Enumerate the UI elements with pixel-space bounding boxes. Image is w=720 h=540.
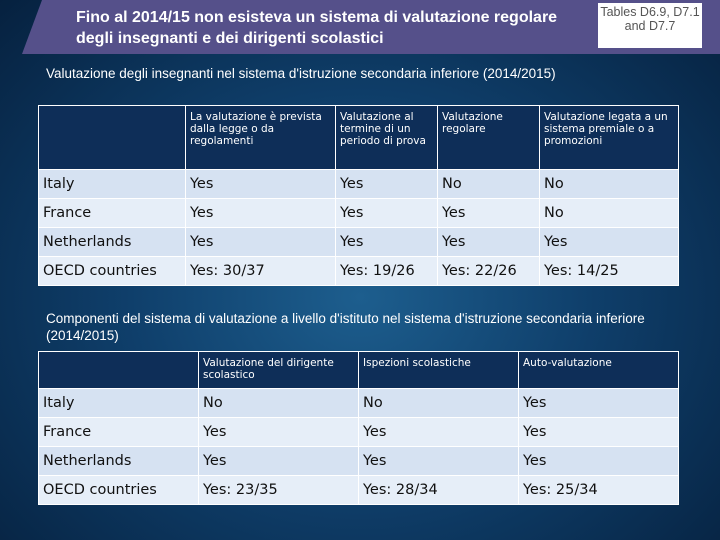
- row-country: Italy: [38, 388, 199, 418]
- row-country: Netherlands: [38, 446, 199, 476]
- table-cell: Yes: [335, 198, 438, 228]
- header-corner-cell: [38, 105, 186, 170]
- table-cell: No: [358, 388, 519, 418]
- tables-reference-box: Tables D6.9, D7.1 and D7.7: [598, 3, 702, 48]
- table-cell: Yes: 23/35: [198, 475, 359, 505]
- table-row: France Yes Yes Yes: [38, 417, 679, 447]
- column-header: La valutazione è prevista dalla legge o …: [185, 105, 336, 170]
- table-cell: Yes: [198, 417, 359, 447]
- row-country: OECD countries: [38, 475, 199, 505]
- table-cell: Yes: [358, 446, 519, 476]
- table-cell: Yes: [437, 198, 540, 228]
- table-row: Italy No No Yes: [38, 388, 679, 418]
- table-cell: Yes: [198, 446, 359, 476]
- table-cell: No: [198, 388, 359, 418]
- column-header: Valutazione legata a un sistema premiale…: [539, 105, 679, 170]
- row-country: France: [38, 198, 186, 228]
- table-cell: No: [539, 198, 679, 228]
- table-cell: No: [437, 169, 540, 199]
- table-cell: Yes: [518, 446, 679, 476]
- section-title-school-evaluation: Componenti del sistema di valutazione a …: [46, 311, 645, 343]
- table-cell: Yes: 22/26: [437, 256, 540, 286]
- table-cell: Yes: [185, 169, 336, 199]
- table-cell: Yes: [358, 417, 519, 447]
- row-country: OECD countries: [38, 256, 186, 286]
- column-header: Valutazione regolare: [437, 105, 540, 170]
- table-cell: Yes: 28/34: [358, 475, 519, 505]
- table-cell: Yes: [335, 227, 438, 257]
- table-row: Netherlands Yes Yes Yes: [38, 446, 679, 476]
- column-header: Valutazione al termine di un periodo di …: [335, 105, 438, 170]
- table-header-row: La valutazione è prevista dalla legge o …: [38, 105, 679, 170]
- table-cell: Yes: 25/34: [518, 475, 679, 505]
- table-header-row: Valutazione del dirigente scolastico Isp…: [38, 351, 679, 389]
- table-cell: Yes: [185, 198, 336, 228]
- column-header: Valutazione del dirigente scolastico: [198, 351, 359, 389]
- row-country: Netherlands: [38, 227, 186, 257]
- row-country: France: [38, 417, 199, 447]
- table-cell: Yes: 14/25: [539, 256, 679, 286]
- table-cell: Yes: [539, 227, 679, 257]
- table-cell: Yes: [518, 388, 679, 418]
- table-row: OECD countries Yes: 30/37 Yes: 19/26 Yes…: [38, 256, 679, 286]
- teacher-evaluation-table: La valutazione è prevista dalla legge o …: [38, 105, 679, 286]
- table-cell: Yes: 19/26: [335, 256, 438, 286]
- table-row: OECD countries Yes: 23/35 Yes: 28/34 Yes…: [38, 475, 679, 505]
- table-row: France Yes Yes Yes No: [38, 198, 679, 228]
- table-cell: No: [539, 169, 679, 199]
- header-corner-cell: [38, 351, 199, 389]
- table-row: Italy Yes Yes No No: [38, 169, 679, 199]
- school-evaluation-table: Valutazione del dirigente scolastico Isp…: [38, 351, 679, 505]
- table-cell: Yes: [518, 417, 679, 447]
- table-cell: Yes: [185, 227, 336, 257]
- column-header: Auto-valutazione: [518, 351, 679, 389]
- table-row: Netherlands Yes Yes Yes Yes: [38, 227, 679, 257]
- column-header: Ispezioni scolastiche: [358, 351, 519, 389]
- row-country: Italy: [38, 169, 186, 199]
- section-title-teacher-evaluation: Valutazione degli insegnanti nel sistema…: [46, 66, 556, 81]
- page-title: Fino al 2014/15 non esisteva un sistema …: [76, 9, 558, 47]
- table-cell: Yes: [437, 227, 540, 257]
- table-cell: Yes: [335, 169, 438, 199]
- table-cell: Yes: 30/37: [185, 256, 336, 286]
